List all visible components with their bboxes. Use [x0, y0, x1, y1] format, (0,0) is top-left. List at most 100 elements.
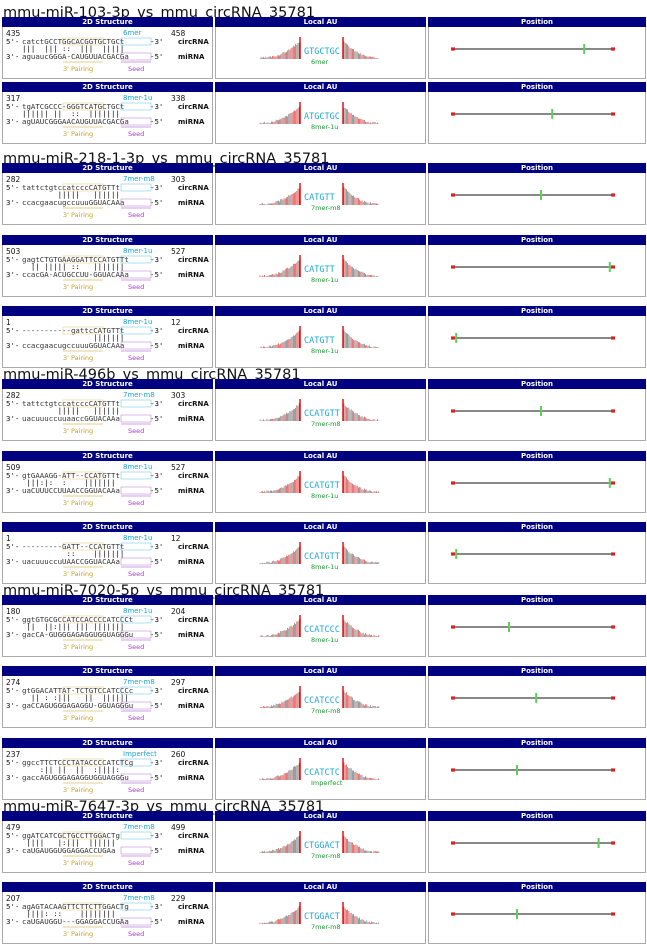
position-header: Position [428, 811, 646, 821]
pairing-highlight [62, 831, 104, 840]
five-prime-label: 5'- [6, 255, 20, 264]
position-header: Position [428, 17, 646, 27]
site-start-position: 1 [6, 318, 11, 327]
position-track [451, 44, 615, 54]
structure-accents [62, 542, 152, 568]
pairing-bars: ||||||| [22, 333, 125, 342]
structure-header: 2D Structure [2, 811, 213, 821]
circrna-sequence: catctGCCTGGCACGGTGCTGCt [22, 37, 125, 46]
site-highlight [120, 831, 152, 840]
structure-panel: 282 303 7mer-m8 5'- tattctgtccatcccCATGTTt -3… [2, 389, 213, 441]
local-au-panel: CTGGACT 7mer-m8 [215, 892, 426, 944]
structure-accents [62, 326, 152, 352]
position-track [451, 765, 615, 775]
site-end-position: 260 [171, 750, 186, 759]
local-au-panel: CCATGTT 8mer-1u [215, 461, 426, 513]
position-start-marker [451, 841, 455, 845]
three-prime-suffix: -3' [150, 902, 164, 911]
circrna-label: circRNA [178, 472, 209, 480]
site-type-label: 7mer-m8 [123, 175, 155, 183]
three-prime-label: 3'- [6, 198, 20, 207]
position-start-marker [451, 265, 455, 269]
au-site-sequence: CCATCCC [304, 625, 340, 635]
au-site-type: 7mer-m8 [311, 204, 341, 212]
local-au-header: Local AU [215, 738, 426, 748]
three-prime-suffix: -3' [150, 542, 164, 551]
local-au-panel: CCATGTT 8mer-1u [215, 532, 426, 584]
structure-header: 2D Structure [2, 666, 213, 676]
position-start-marker [451, 768, 455, 772]
seed-highlight [120, 198, 152, 207]
site-row: 2D Structure Local AU Position 317 338 8mer-1… [2, 82, 646, 144]
au-site-sequence: CCATCTC [304, 768, 340, 778]
local-au-chart [259, 686, 380, 708]
three-prime-suffix: -3' [150, 615, 164, 624]
pairing-bars: |||| |:||| |||||| [22, 838, 116, 847]
circrna-label: circRNA [178, 832, 209, 840]
five-prime-label: 5'- [6, 326, 20, 335]
pairing-label: 3' Pairing [63, 643, 94, 651]
position-track [451, 909, 615, 919]
mirna-sequence: uacuuuccuuaaccGGUACAAa [22, 414, 120, 423]
site-highlight [120, 542, 152, 551]
mirna-label: miRNA [178, 774, 205, 782]
site-end-position: 204 [171, 607, 186, 616]
site-start-position: 274 [6, 678, 21, 687]
three-prime-suffix: -3' [150, 183, 164, 192]
three-prime-suffix: -3' [150, 37, 164, 46]
structure-header: 2D Structure [2, 235, 213, 245]
seed-highlight [120, 341, 152, 350]
five-prime-suffix: -5' [150, 270, 164, 279]
local-au-chart [259, 255, 380, 277]
seed-label: Seed [128, 427, 145, 435]
structure-panel: 435 458 6mer 5'- catctGCCTGGCACGGTGCTGCt -3' c… [2, 27, 213, 79]
pairing-label: 3' Pairing [63, 65, 94, 73]
structure-header: 2D Structure [2, 738, 213, 748]
au-site-type: 7mer-m8 [311, 707, 341, 715]
site-start-position: 237 [6, 750, 21, 759]
local-au-chart [259, 102, 380, 124]
position-header: Position [428, 306, 646, 316]
position-end-marker [611, 336, 615, 340]
circrna-label: circRNA [178, 184, 209, 192]
position-end-marker [611, 696, 615, 700]
three-prime-label: 3'- [6, 341, 20, 350]
mirna-sequence: caUGAUGGU---GGAGGACCUGAa [22, 917, 129, 926]
position-end-marker [611, 625, 615, 629]
position-track [451, 190, 615, 200]
seed-label: Seed [128, 211, 145, 219]
site-type-label: 8mer-1u [123, 247, 153, 255]
pairing-label: 3' Pairing [63, 211, 94, 219]
site-type-label: 7mer-m8 [123, 391, 155, 399]
pairing-bars: ||| ||| :: ||| ||||| [22, 44, 125, 53]
position-start-marker [451, 336, 455, 340]
au-site-sequence: CCATGTT [304, 409, 340, 419]
three-prime-suffix: -3' [150, 686, 164, 695]
local-au-chart [259, 399, 380, 421]
three-prime-label: 3'- [6, 486, 20, 495]
five-prime-label: 5'- [6, 686, 20, 695]
mirna-label: miRNA [178, 118, 205, 126]
structure-panel: 503 527 8mer-1u 5'- gagtCTGTGAAGGATTCCATGTTt… [2, 245, 213, 297]
position-header: Position [428, 379, 646, 389]
five-prime-label: 5'- [6, 37, 20, 46]
site-position-marker [608, 262, 611, 272]
circrna-sequence: agAGTACAAGTTCTTCTTGGACTg [22, 902, 129, 911]
seed-highlight [120, 701, 152, 710]
structure-header: 2D Structure [2, 595, 213, 605]
structure-panel: 207 229 7mer-m8 5'- agAGTACAAGTTCTTCTTGGACTg… [2, 892, 213, 944]
position-header: Position [428, 595, 646, 605]
position-track [451, 478, 615, 488]
position-panel [428, 27, 646, 79]
position-end-marker [611, 193, 615, 197]
structure-panel: 180 204 8mer-1u 5'- ggtGTGCGCCATCCACCCCATCCC… [2, 605, 213, 657]
site-type-label: 8mer-1u [123, 94, 153, 102]
site-start-position: 317 [6, 94, 21, 103]
site-start-position: 207 [6, 894, 21, 903]
au-site-sequence: CATGTT [304, 193, 335, 203]
three-prime-suffix: -3' [150, 255, 164, 264]
position-track [451, 109, 615, 119]
circrna-label: circRNA [178, 400, 209, 408]
position-panel [428, 92, 646, 144]
structure-panel: 282 303 7mer-m8 5'- tattctgtccatcccCATGTTt -3… [2, 173, 213, 225]
